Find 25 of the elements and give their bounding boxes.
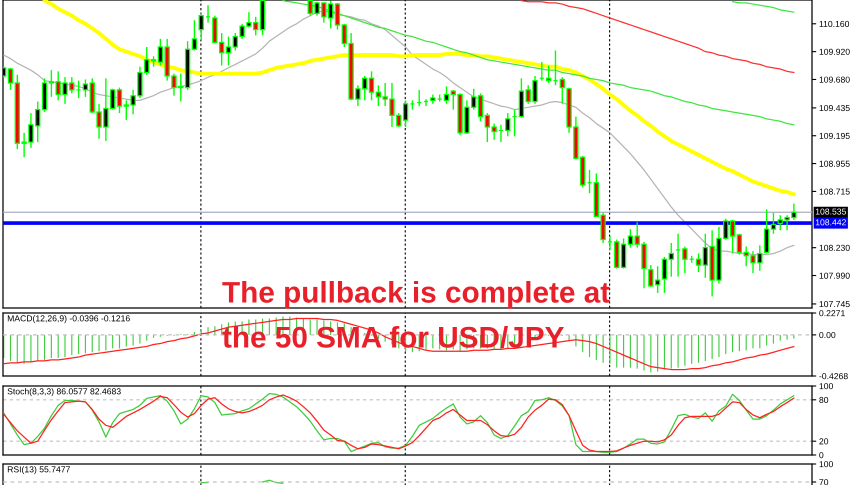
y-tick-label: 0 <box>819 452 824 458</box>
annotation: The pullback is complete at the 50 SMA for USD/JPY <box>222 281 610 348</box>
chart-title: MACD(12,26,9) -0.0396 -0.1216 <box>8 315 130 324</box>
y-tick-label: 108.715 <box>820 188 850 195</box>
y-tick-label: 109.920 <box>820 48 850 55</box>
y-tick-label: 100 <box>820 461 833 468</box>
chart-title: Stoch(8,3,3) 86.0577 82.4683 <box>8 388 121 396</box>
y-tick-label: 107.745 <box>820 301 850 308</box>
y-tick-label: 107.990 <box>820 272 850 279</box>
y-tick-label: 109.195 <box>820 132 850 139</box>
y-tick-label: -0.4268 <box>819 373 848 380</box>
chart-title: RSI(13) 55.7477 <box>8 466 70 474</box>
y-tick-label: 109.435 <box>820 104 850 112</box>
ref-line-label: 108.442 <box>816 219 846 226</box>
ref-line-label: 108.535 <box>816 208 846 215</box>
y-tick-label: 108.230 <box>820 244 850 251</box>
y-tick-label: 100 <box>820 383 833 390</box>
y-tick-label: 0.2271 <box>819 310 845 316</box>
y-tick-label: 109.680 <box>820 76 850 83</box>
y-tick-label: 80 <box>819 396 828 404</box>
y-tick-label: 0.00 <box>819 332 836 338</box>
y-tick-label: 70 <box>819 479 828 485</box>
y-tick-label: 110.160 <box>820 20 850 27</box>
y-tick-label: 20 <box>819 438 828 444</box>
y-tick-label: 108.955 <box>820 160 850 167</box>
